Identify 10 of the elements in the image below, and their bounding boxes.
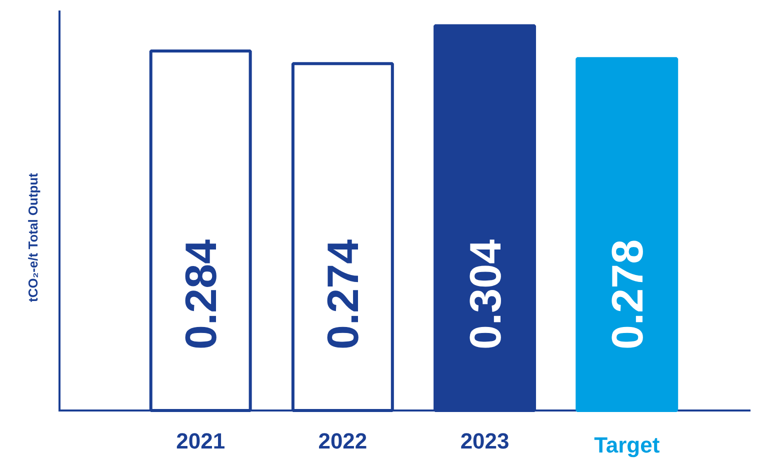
- x-tick-label: Target: [594, 432, 660, 458]
- data-label: 0.274: [319, 238, 368, 350]
- data-label: 0.284: [177, 238, 226, 350]
- x-tick-label: 2022: [318, 428, 368, 454]
- x-tick-label: 2021: [176, 428, 226, 454]
- data-label: 0.304: [461, 238, 510, 350]
- x-tick-label: 2023: [460, 428, 510, 454]
- data-label: 0.278: [603, 239, 652, 350]
- bar: [576, 57, 678, 412]
- y-axis-title: tCO₂-e/t Total Output: [26, 172, 40, 302]
